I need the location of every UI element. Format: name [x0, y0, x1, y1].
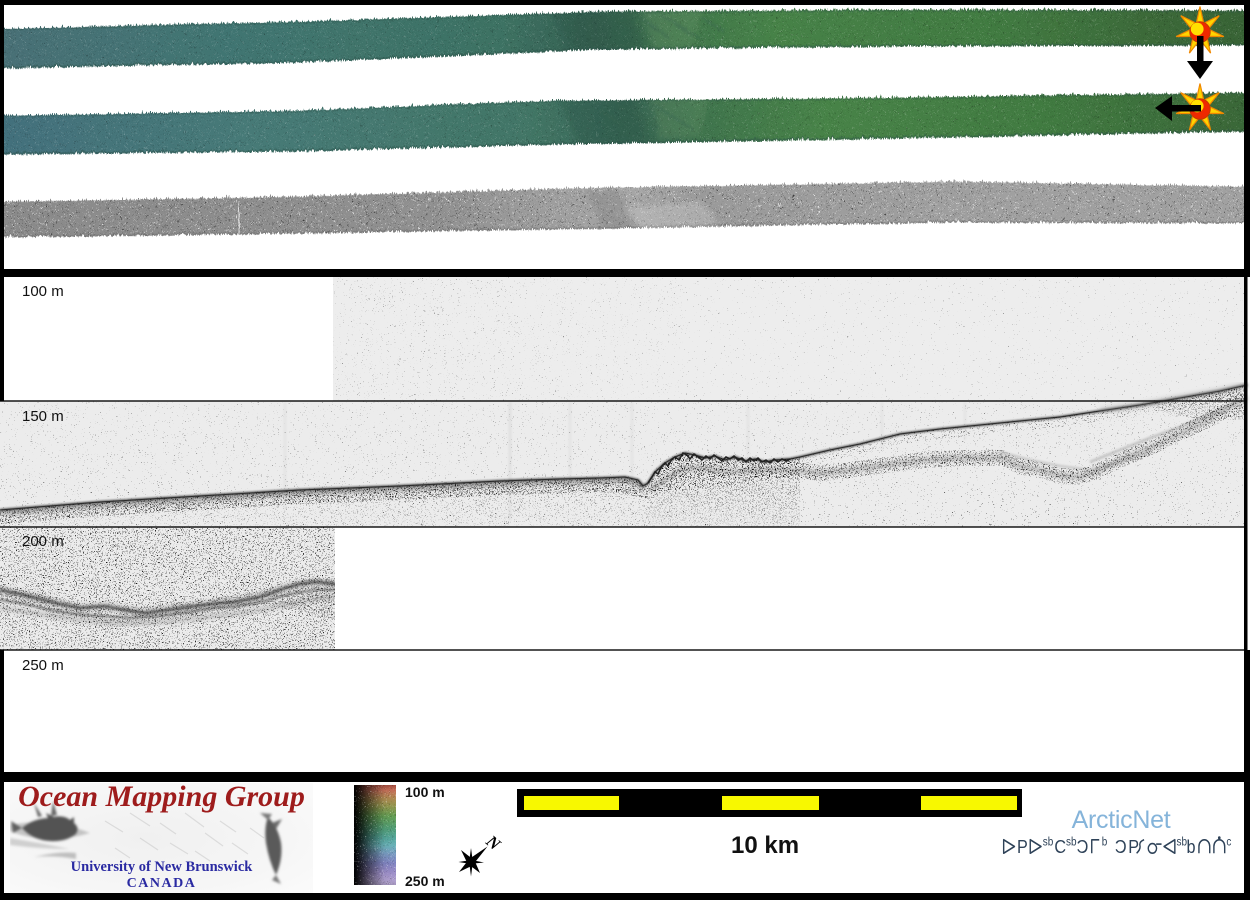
- svg-text:b: b: [1186, 836, 1195, 857]
- svg-text:N: N: [482, 831, 505, 855]
- svg-text:C: C: [1054, 836, 1066, 857]
- svg-text:b: b: [1102, 836, 1108, 849]
- svg-text:C: C: [1077, 836, 1089, 857]
- svg-text:sb: sb: [1043, 836, 1054, 849]
- svg-text:C: C: [1115, 836, 1127, 857]
- svg-text:sb: sb: [1066, 836, 1077, 849]
- svg-text:c: c: [1226, 836, 1232, 849]
- svg-text:P: P: [1017, 836, 1028, 857]
- svg-text:P: P: [1128, 836, 1139, 857]
- svg-text:sb: sb: [1176, 836, 1187, 849]
